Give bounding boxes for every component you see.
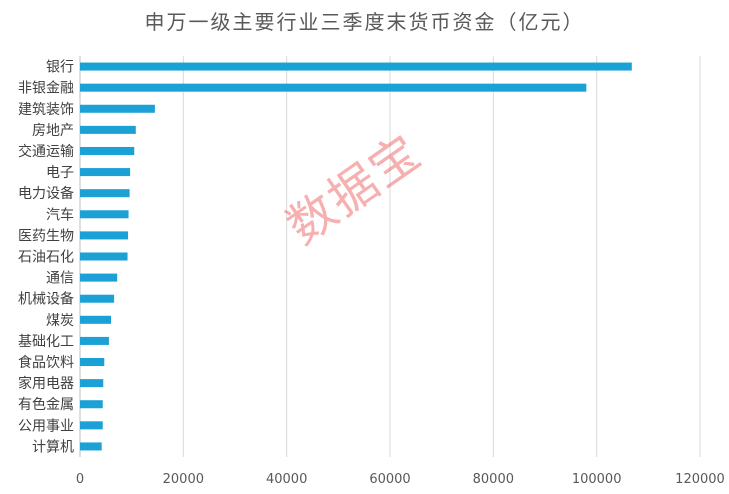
x-tick-label: 0 — [76, 472, 84, 487]
category-label: 有色金属 — [18, 396, 74, 413]
category-label: 机械设备 — [18, 291, 74, 308]
category-label: 基础化工 — [18, 333, 74, 350]
bar-18 — [80, 442, 102, 451]
bar-0 — [80, 62, 632, 71]
category-label: 煤炭 — [46, 313, 74, 329]
bar-16 — [80, 400, 103, 409]
bar-11 — [80, 294, 115, 303]
category-label: 建筑装饰 — [18, 102, 74, 118]
bar-12 — [80, 315, 111, 324]
bar-5 — [80, 168, 131, 177]
category-label: 公用事业 — [18, 418, 74, 434]
x-tick-label: 100000 — [572, 472, 622, 487]
category-label: 电力设备 — [18, 185, 74, 202]
x-tick-label: 60000 — [369, 472, 410, 487]
category-label: 通信 — [46, 271, 74, 287]
bars — [80, 62, 632, 451]
bar-7 — [80, 210, 129, 219]
category-label: 计算机 — [32, 439, 74, 455]
x-tick-label: 20000 — [163, 472, 204, 487]
bar-8 — [80, 231, 129, 240]
chart-title: 申万一级主要行业三季度末货币资金（亿元） — [144, 10, 585, 34]
category-label: 食品饮料 — [18, 354, 74, 371]
bar-13 — [80, 336, 109, 345]
x-tick-label: 120000 — [675, 472, 725, 487]
bar-1 — [80, 83, 587, 92]
category-label: 电子 — [46, 165, 74, 181]
category-label: 石油石化 — [18, 250, 74, 266]
bar-3 — [80, 125, 136, 134]
x-tick-label: 40000 — [266, 472, 307, 487]
bar-10 — [80, 273, 118, 282]
category-label: 交通运输 — [18, 143, 74, 160]
bar-4 — [80, 146, 135, 155]
bar-9 — [80, 252, 128, 261]
category-label: 银行 — [46, 60, 74, 76]
category-label: 非银金融 — [18, 81, 74, 97]
category-label: 家用电器 — [18, 375, 74, 392]
bar-14 — [80, 358, 105, 367]
bar-15 — [80, 379, 104, 388]
bar-17 — [80, 421, 103, 430]
bar-2 — [80, 104, 155, 113]
x-tick-labels: 0 20000 40000 60000 80000 100000 120000 — [76, 472, 725, 487]
gridlines — [79, 56, 701, 457]
category-label: 房地产 — [32, 123, 74, 139]
category-label: 汽车 — [46, 206, 74, 223]
x-tick-label: 80000 — [473, 472, 514, 487]
category-labels: 银行非银金融建筑装饰房地产交通运输电子电力设备汽车医药生物石油石化通信机械设备煤… — [18, 60, 74, 456]
bar-6 — [80, 189, 130, 198]
category-label: 医药生物 — [18, 228, 74, 244]
